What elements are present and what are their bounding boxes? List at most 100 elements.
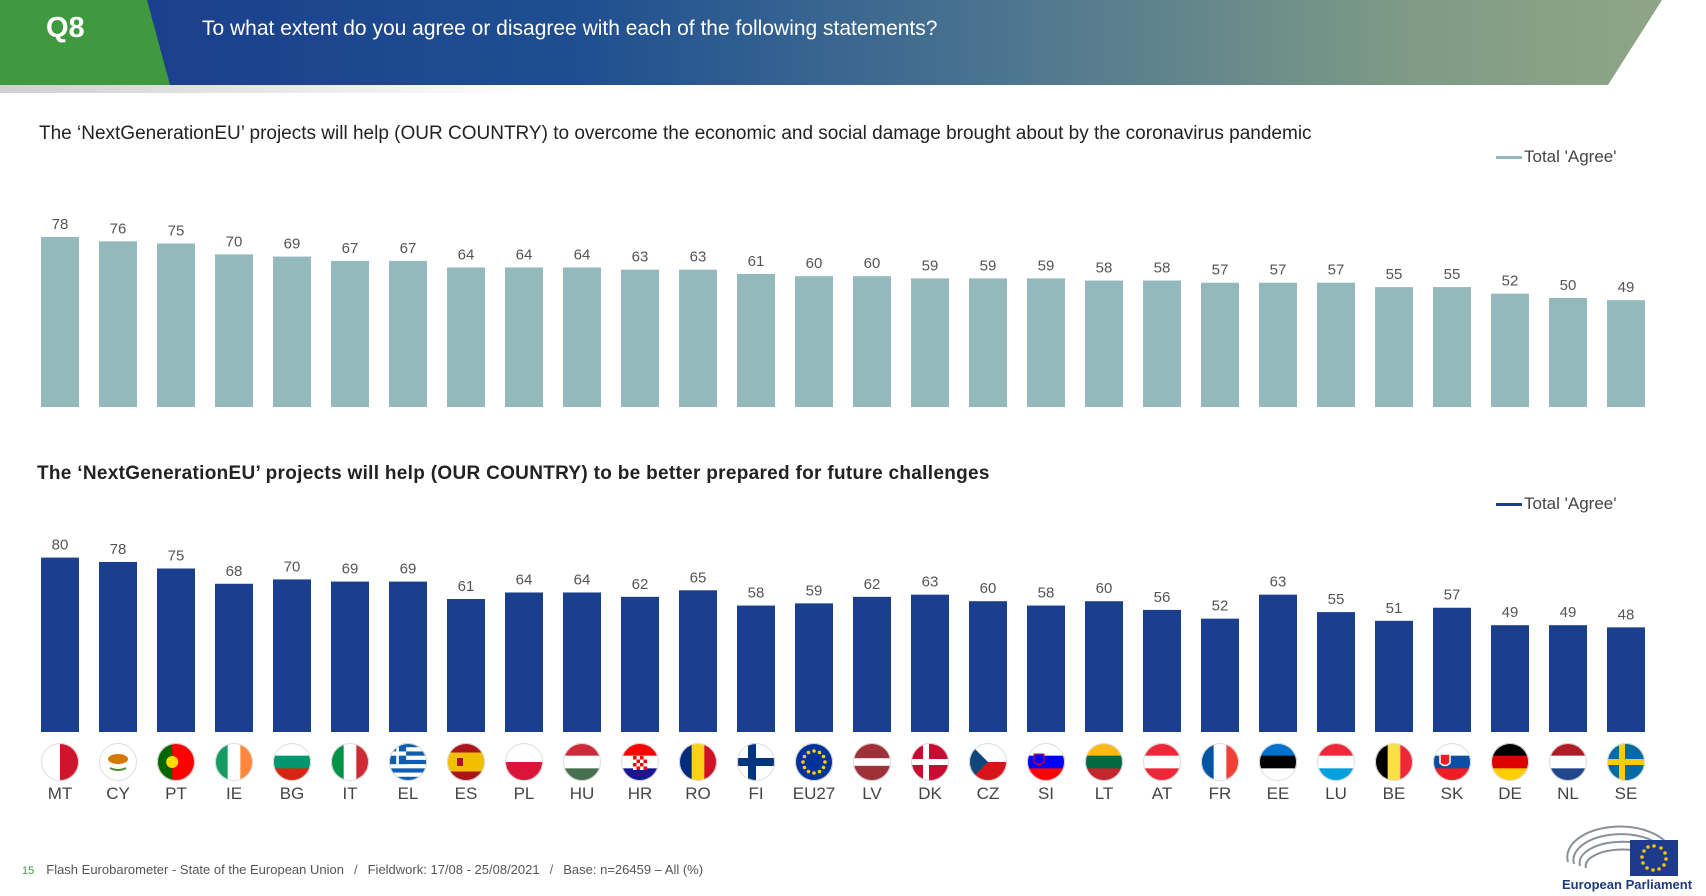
- chart1-value-label: 60: [864, 255, 881, 272]
- chart1-title: The ‘NextGenerationEU’ projects will hel…: [39, 123, 1312, 144]
- footer-base: Base: n=26459 – All (%): [563, 862, 704, 877]
- chart1-bar-SI: [1027, 278, 1065, 407]
- chart2-bar-LV: [853, 596, 891, 732]
- chart2-bar-EL: [389, 581, 427, 732]
- chart2-bar-CY: [99, 561, 137, 732]
- chart1-bar-FI: [737, 274, 775, 407]
- chart1-bar-IT: [331, 260, 369, 407]
- chart1-value-label: 67: [400, 240, 417, 257]
- category-label-dk: DK: [918, 784, 942, 803]
- category-label-cz: CZ: [977, 784, 1000, 803]
- chart2-bar-AT: [1143, 609, 1181, 732]
- chart1-bar-HU: [563, 267, 601, 407]
- category-label-fr: FR: [1209, 784, 1232, 803]
- chart2-title: The ‘NextGenerationEU’ projects will hel…: [37, 463, 990, 484]
- chart1-value-label: 64: [458, 246, 475, 263]
- chart1-bar-SE: [1607, 300, 1645, 407]
- chart2-bar-IE: [215, 583, 253, 732]
- chart2-value-label: 49: [1502, 604, 1519, 621]
- chart1-value-label: 75: [168, 223, 185, 240]
- category-label-ro: RO: [685, 784, 711, 803]
- category-label-hu: HU: [570, 784, 595, 803]
- flag-es-icon: [447, 743, 485, 781]
- category-label-it: IT: [342, 784, 357, 803]
- footer-source: Flash Eurobarometer - State of the Europ…: [46, 862, 344, 877]
- chart1-bar-CY: [99, 241, 137, 407]
- chart2-value-label: 55: [1328, 591, 1345, 608]
- chart2-bar-CZ: [969, 601, 1007, 732]
- category-label-be: BE: [1383, 784, 1406, 803]
- footer: 15 Flash Eurobarometer - State of the Eur…: [22, 862, 703, 877]
- category-label-mt: MT: [48, 784, 73, 803]
- chart1-bar-LU: [1317, 282, 1355, 407]
- category-label-fi: FI: [748, 784, 763, 803]
- flag-fi-icon: [737, 743, 775, 781]
- chart1-value-label: 58: [1154, 260, 1171, 277]
- chart1-value-label: 69: [284, 236, 301, 253]
- flag-pt-icon: [157, 743, 195, 781]
- flag-eu27-icon: [795, 743, 833, 781]
- chart2-value-label: 70: [284, 558, 301, 575]
- category-label-ee: EE: [1267, 784, 1290, 803]
- chart2-value-label: 49: [1560, 604, 1577, 621]
- chart1-value-label: 78: [52, 216, 69, 233]
- chart1-value-label: 70: [226, 233, 243, 250]
- chart1-legend: Total 'Agree': [1496, 147, 1617, 167]
- flag-dk-icon: [911, 743, 949, 781]
- flag-lv-icon: [853, 743, 891, 781]
- chart2-value-label: 51: [1386, 600, 1403, 617]
- category-label-es: ES: [455, 784, 478, 803]
- chart1-bar-PL: [505, 267, 543, 407]
- chart2-bar-PT: [157, 568, 195, 732]
- chart1-bar-NL: [1549, 298, 1587, 407]
- category-label-lu: LU: [1325, 784, 1347, 803]
- chart1-value-label: 67: [342, 240, 359, 257]
- chart2-bars: 80 78 75 68 70 69 69 61 64 64 62 65 58 59 62 63 60 58 60 56…: [41, 537, 1645, 732]
- chart1-legend-swatch: [1496, 155, 1522, 159]
- header-band: [0, 0, 1662, 85]
- chart1-value-label: 49: [1618, 279, 1635, 296]
- chart2-bar-SK: [1433, 607, 1471, 732]
- chart1-value-label: 60: [806, 255, 823, 272]
- chart2-bar-NL: [1549, 625, 1587, 732]
- category-label-at: AT: [1152, 784, 1172, 803]
- chart2-legend: Total 'Agree': [1496, 494, 1617, 514]
- flag-mt-icon: [41, 743, 79, 781]
- chart2-bar-LT: [1085, 601, 1123, 732]
- category-label-eu27: EU27: [793, 784, 836, 803]
- chart1-bar-MT: [41, 236, 79, 407]
- category-label-el: EL: [398, 784, 419, 803]
- category-label-cy: CY: [106, 784, 130, 803]
- category-label-sk: SK: [1441, 784, 1464, 803]
- flag-pl-icon: [505, 743, 543, 781]
- chart2-value-label: 69: [342, 561, 359, 578]
- chart2-bar-DE: [1491, 625, 1529, 732]
- category-label-pl: PL: [514, 784, 535, 803]
- chart2-value-label: 63: [922, 574, 939, 591]
- chart1-bar-EU27: [795, 276, 833, 407]
- chart1-bar-DE: [1491, 293, 1529, 407]
- chart2-bar-ES: [447, 599, 485, 732]
- category-label-si: SI: [1038, 784, 1054, 803]
- chart1-bar-CZ: [969, 278, 1007, 407]
- chart2-value-label: 52: [1212, 598, 1229, 615]
- chart2-value-label: 56: [1154, 589, 1171, 606]
- category-label-lv: LV: [862, 784, 882, 803]
- chart2-value-label: 64: [574, 571, 591, 588]
- flag-fr-icon: [1201, 743, 1239, 781]
- chart2-value-label: 60: [980, 580, 997, 597]
- chart1-value-label: 63: [690, 249, 707, 266]
- chart1-value-label: 58: [1096, 260, 1113, 277]
- chart1-bar-ES: [447, 267, 485, 407]
- chart2-legend-label: Total 'Agree': [1524, 494, 1617, 513]
- chart1-bar-SK: [1433, 287, 1471, 407]
- flag-se-icon: [1607, 743, 1645, 781]
- chart2-value-label: 69: [400, 561, 417, 578]
- chart1-value-label: 57: [1270, 262, 1287, 279]
- category-label-se: SE: [1615, 784, 1638, 803]
- chart2-bar-BG: [273, 579, 311, 732]
- chart2-bar-FR: [1201, 618, 1239, 732]
- flag-cz-icon: [969, 743, 1007, 781]
- chart1-bar-BG: [273, 256, 311, 407]
- chart2-bar-HU: [563, 592, 601, 732]
